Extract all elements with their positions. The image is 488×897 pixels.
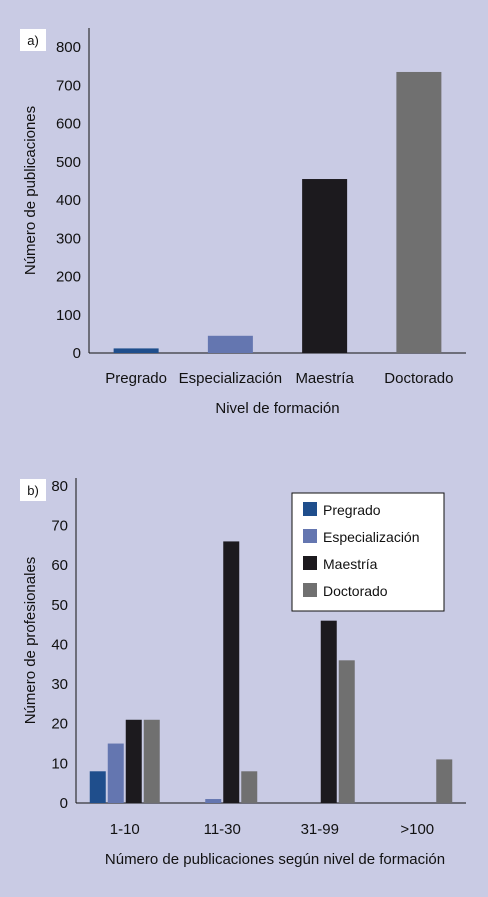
- x-axis-title: Número de publicaciones según nivel de f…: [105, 851, 445, 868]
- legend-swatch-especializaci-n: [303, 529, 317, 543]
- y-tick-label: 20: [51, 716, 68, 733]
- bar-especializaci-n-1-10: [107, 743, 124, 803]
- y-tick-label: 30: [51, 676, 68, 693]
- legend-entry-especializaci-n: Especialización: [323, 529, 420, 545]
- x-tick-label: Maestría: [295, 370, 354, 387]
- legend-swatch-doctorado: [303, 583, 317, 597]
- bar-doctorado-100: [436, 759, 453, 803]
- x-tick-label: Doctorado: [384, 370, 453, 387]
- y-tick-label: 50: [51, 597, 68, 614]
- panel-label-b: b): [20, 479, 46, 501]
- panel-label-box: [20, 29, 46, 51]
- y-tick-label: 500: [56, 154, 81, 171]
- panel-label-text: b): [27, 483, 39, 498]
- x-tick-label: 11-30: [204, 821, 241, 838]
- y-tick-label: 10: [51, 755, 68, 772]
- y-tick-label: 700: [56, 77, 81, 94]
- y-axis-title: Número de publicaciones: [22, 106, 39, 275]
- y-axis-title: Número de profesionales: [22, 557, 39, 725]
- x-tick-label: >100: [400, 821, 434, 838]
- legend-swatch-pregrado: [303, 502, 317, 516]
- legend-box: [291, 492, 445, 612]
- bar-doctorado-31-99: [338, 660, 355, 803]
- legend-entry-doctorado: Doctorado: [323, 583, 388, 599]
- x-tick-label: 31-99: [301, 821, 339, 838]
- y-tick-label: 80: [51, 478, 68, 495]
- panel-label-text: a): [27, 33, 39, 48]
- chart-panel-b: b) 0 10 20 30 40 50 60 70 80 1-10 11-30 31-99 >100 Núm…: [20, 478, 466, 868]
- legend-entry-maestr-a: Maestría: [323, 556, 378, 572]
- y-tick-label: 600: [56, 116, 81, 133]
- legend-swatch-maestr-a: [303, 556, 317, 570]
- x-tick-label: 1-10: [110, 821, 140, 838]
- bar-doctorado-11-30: [241, 771, 258, 803]
- bar-especializaci-n-11-30: [205, 799, 222, 803]
- y-tick-label: 70: [51, 518, 68, 535]
- y-tick-label: 60: [51, 557, 68, 574]
- bar-pregrado-1-10: [89, 771, 106, 803]
- bar-doctorado: [396, 71, 442, 354]
- panel-label-box: [20, 479, 46, 501]
- y-tick-label: 200: [56, 269, 81, 286]
- bar-maestr-a-31-99: [320, 620, 337, 803]
- bar-maestr-a-1-10: [125, 719, 142, 803]
- x-tick-label: Especialización: [179, 370, 282, 387]
- x-tick-label: Pregrado: [105, 370, 167, 387]
- y-tick-label: 0: [73, 345, 81, 362]
- y-tick-label: 400: [56, 192, 81, 209]
- panel-label-a: a): [20, 29, 46, 51]
- x-axis-title: Nivel de formación: [215, 400, 339, 417]
- y-tick-label: 300: [56, 230, 81, 247]
- y-tick-label: 0: [60, 795, 68, 812]
- bar-especializaci-n: [207, 335, 253, 353]
- y-tick-label: 800: [56, 39, 81, 56]
- chart-panel-a: a) 0 100 200 300 400 500 600 700 800 Pregrado Espec…: [20, 28, 466, 417]
- bar-maestr-a: [302, 179, 348, 353]
- bar-pregrado: [113, 348, 159, 353]
- legend-entry-pregrado: Pregrado: [323, 502, 381, 518]
- y-tick-label: 100: [56, 307, 81, 324]
- y-tick-label: 40: [51, 636, 68, 653]
- bar-doctorado-1-10: [143, 719, 160, 803]
- legend: Pregrado Especialización Maestría Doctorado: [291, 492, 445, 612]
- bar-maestr-a-11-30: [223, 541, 240, 803]
